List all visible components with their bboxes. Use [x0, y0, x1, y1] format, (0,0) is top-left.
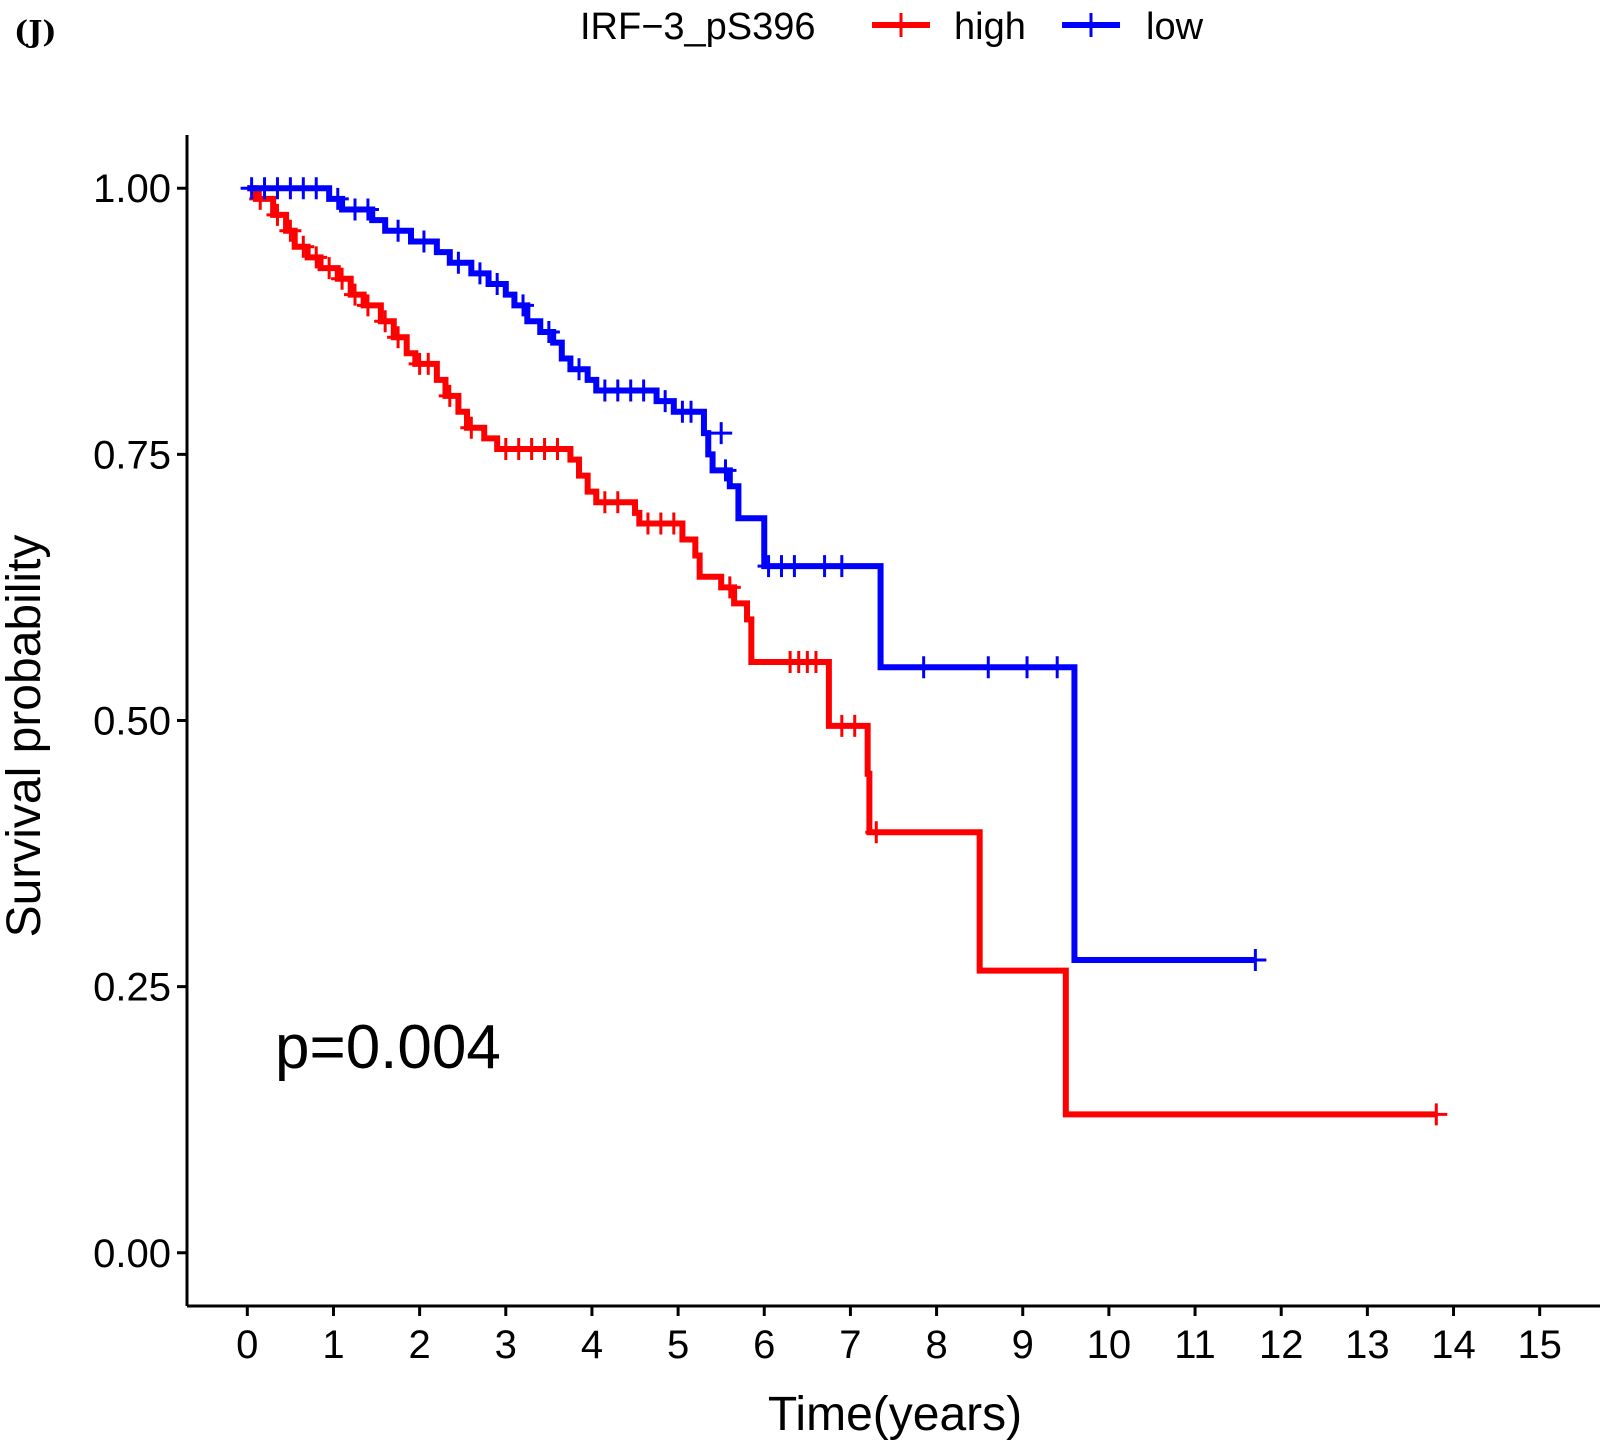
censor-mark-high: [546, 438, 569, 461]
censor-mark-high: [865, 821, 888, 844]
legend-item-high: high: [872, 6, 1026, 48]
censor-mark-high: [417, 352, 440, 375]
censor-mark-low: [654, 390, 677, 413]
legend: IRF−3_pS396 high low: [580, 6, 1204, 48]
censor-mark-high: [606, 491, 629, 514]
y-tick-label: 0.00: [93, 1232, 171, 1276]
censor-mark-low: [326, 187, 349, 210]
censor-mark-low: [447, 251, 470, 274]
legend-label-high: high: [954, 6, 1026, 48]
censor-mark-high: [266, 203, 289, 226]
censor-mark-low: [710, 422, 733, 445]
censor-mark-low: [537, 320, 560, 343]
y-axis-ticks: 0.00 0.25 0.50 0.75 1.00: [93, 167, 187, 1276]
censor-mark-high: [1425, 1103, 1448, 1126]
x-tick-label: 2: [409, 1323, 431, 1367]
censor-mark-high: [356, 294, 379, 317]
censor-mark-high: [331, 267, 354, 290]
y-axis-title: Survival probability: [0, 535, 51, 938]
x-tick-label: 6: [753, 1323, 775, 1367]
km-curve-high: [247, 185, 1437, 1118]
censor-mark-low: [356, 198, 379, 221]
x-tick-label: 12: [1259, 1323, 1304, 1367]
plot-area: [240, 177, 1448, 1126]
censor-mark-low: [714, 459, 737, 482]
censor-mark-high: [438, 384, 461, 407]
series-high: [247, 185, 1448, 1126]
censor-mark-high: [318, 257, 341, 280]
censor-mark-low: [783, 555, 806, 578]
x-tick-label: 3: [495, 1323, 517, 1367]
censor-mark-high: [292, 235, 315, 258]
y-tick-label: 1.00: [93, 167, 171, 211]
censor-mark-low: [486, 273, 509, 296]
censor-mark-low: [1244, 949, 1267, 972]
x-tick-label: 1: [322, 1323, 344, 1367]
y-tick-label: 0.25: [93, 966, 171, 1010]
x-tick-label: 9: [1012, 1323, 1034, 1367]
censor-mark-low: [977, 656, 1000, 679]
censor-mark-high: [460, 416, 483, 439]
x-tick-label: 14: [1431, 1323, 1476, 1367]
censor-mark-low: [632, 379, 655, 402]
censor-mark-high: [662, 512, 685, 535]
censor-mark-low: [1046, 656, 1069, 679]
censor-mark-low: [305, 177, 328, 200]
censor-mark-low: [387, 219, 410, 242]
censor-mark-low: [468, 262, 491, 285]
censor-mark-low: [680, 400, 703, 423]
legend-label-low: low: [1146, 6, 1204, 48]
x-tick-label: 11: [1174, 1323, 1216, 1367]
censor-mark-low: [912, 656, 935, 679]
censor-mark-high: [718, 576, 741, 599]
censor-mark-low: [412, 230, 435, 253]
panel-label: (J): [14, 15, 57, 50]
x-tick-label: 13: [1345, 1323, 1390, 1367]
x-tick-label: 15: [1517, 1323, 1562, 1367]
km-curve-low: [247, 185, 1256, 964]
censor-mark-low: [512, 294, 535, 317]
x-tick-label: 5: [667, 1323, 689, 1367]
censor-mark-high: [387, 326, 410, 349]
x-tick-label: 7: [839, 1323, 861, 1367]
censor-mark-high: [305, 246, 328, 269]
x-tick-label: 0: [236, 1323, 258, 1367]
x-tick-label: 4: [581, 1323, 603, 1367]
censor-mark-high: [843, 714, 866, 737]
y-tick-label: 0.75: [93, 433, 171, 477]
y-tick-label: 0.50: [93, 700, 171, 744]
censor-mark-high: [804, 650, 827, 673]
x-tick-label: 10: [1087, 1323, 1132, 1367]
censor-mark-high: [279, 219, 302, 242]
x-tick-label: 8: [925, 1323, 947, 1367]
censor-mark-high: [374, 310, 397, 333]
p-value-annotation: p=0.004: [275, 1013, 501, 1082]
x-axis-title: Time(years): [768, 1388, 1022, 1441]
legend-title: IRF−3_pS396: [580, 6, 816, 48]
censor-mark-low: [568, 358, 591, 381]
x-axis-ticks: 0 1 2 3 4 5 6 7 8 9 10 11 12 13 14 15: [236, 1306, 1562, 1367]
censor-mark-high: [344, 283, 367, 306]
censor-mark-low: [830, 555, 853, 578]
legend-item-low: low: [1062, 6, 1204, 48]
censor-mark-low: [1016, 656, 1039, 679]
series-low: [240, 177, 1267, 972]
